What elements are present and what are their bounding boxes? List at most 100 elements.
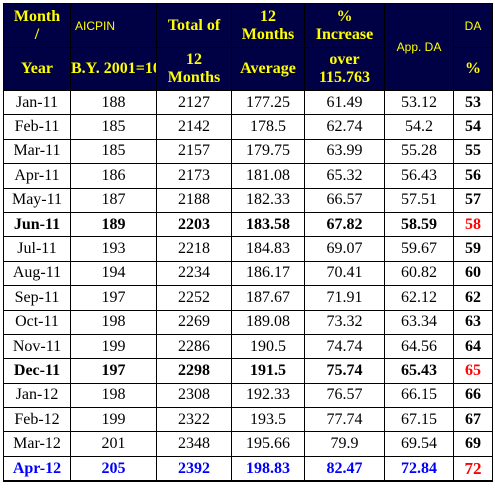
cell-pct-increase: 67.82 bbox=[304, 211, 385, 238]
header-year: Year bbox=[3, 47, 71, 91]
cell-pct-increase: 82.47 bbox=[304, 455, 385, 483]
cell-aicpin: 187 bbox=[70, 187, 157, 213]
cell-pct-increase: 70.41 bbox=[304, 260, 385, 287]
cell-total: 2252 bbox=[156, 285, 232, 311]
cell-month: Oct-11 bbox=[3, 309, 71, 335]
cell-app-da: 63.34 bbox=[384, 309, 454, 335]
cell-aicpin: 199 bbox=[70, 407, 157, 433]
cell-total: 2392 bbox=[156, 455, 232, 483]
cell-app-da: 53.12 bbox=[384, 89, 454, 116]
cell-month: Aug-11 bbox=[3, 260, 71, 287]
header-app-da: App. DA bbox=[384, 3, 454, 91]
cell-average: 182.33 bbox=[231, 187, 305, 213]
cell-da: 56 bbox=[453, 163, 493, 189]
cell-da: 63 bbox=[453, 309, 493, 335]
cell-da: 67 bbox=[453, 407, 493, 433]
cell-pct-increase: 76.57 bbox=[304, 382, 385, 409]
cell-total: 2218 bbox=[156, 236, 232, 262]
table-row: May-11 187 2188 182.33 66.57 57.51 57 bbox=[3, 187, 493, 213]
cell-month: Apr-11 bbox=[3, 163, 71, 189]
cell-app-da: 55.28 bbox=[384, 138, 454, 165]
table-row: Feb-12 199 2322 193.5 77.74 67.15 67 bbox=[3, 407, 493, 433]
cell-aicpin: 197 bbox=[70, 285, 157, 311]
cell-month: Feb-11 bbox=[3, 114, 71, 140]
cell-average: 187.67 bbox=[231, 285, 305, 311]
cell-da: 60 bbox=[453, 260, 493, 287]
cell-average: 191.5 bbox=[231, 358, 305, 384]
cell-app-da: 59.67 bbox=[384, 236, 454, 262]
cell-aicpin: 186 bbox=[70, 163, 157, 189]
cell-app-da: 57.51 bbox=[384, 187, 454, 213]
cell-da: 66 bbox=[453, 382, 493, 409]
cell-average: 181.08 bbox=[231, 163, 305, 189]
cell-app-da: 64.56 bbox=[384, 333, 454, 360]
table-row: Jan-12 198 2308 192.33 76.57 66.15 66 bbox=[3, 382, 493, 409]
cell-pct-increase: 61.49 bbox=[304, 89, 385, 116]
header-total: Total of bbox=[156, 3, 232, 48]
cell-total: 2142 bbox=[156, 114, 232, 140]
cell-total: 2203 bbox=[156, 211, 232, 238]
header-month: Month / bbox=[3, 3, 71, 48]
table-row: Jan-11 188 2127 177.25 61.49 53.12 53 bbox=[3, 89, 493, 116]
cell-average: 195.66 bbox=[231, 431, 305, 457]
header-avg-top: 12 Months bbox=[231, 3, 305, 48]
cell-month: Dec-11 bbox=[3, 358, 71, 384]
cell-month: Jan-11 bbox=[3, 89, 71, 116]
cell-app-da: 72.84 bbox=[384, 455, 454, 483]
cell-month: Apr-12 bbox=[3, 455, 71, 483]
cell-aicpin: 201 bbox=[70, 431, 157, 457]
cell-average: 179.75 bbox=[231, 138, 305, 165]
cell-da: 57 bbox=[453, 187, 493, 213]
cell-app-da: 62.12 bbox=[384, 285, 454, 311]
table-row: Oct-11 198 2269 189.08 73.32 63.34 63 bbox=[3, 309, 493, 335]
header-pct-top: % Increase bbox=[304, 3, 385, 48]
cell-app-da: 65.43 bbox=[384, 358, 454, 384]
cell-total: 2298 bbox=[156, 358, 232, 384]
cell-aicpin: 185 bbox=[70, 138, 157, 165]
cell-pct-increase: 71.91 bbox=[304, 285, 385, 311]
cell-aicpin: 205 bbox=[70, 455, 157, 483]
cell-pct-increase: 66.57 bbox=[304, 187, 385, 213]
cell-app-da: 60.82 bbox=[384, 260, 454, 287]
cell-month: May-11 bbox=[3, 187, 71, 213]
table-row: Nov-11 199 2286 190.5 74.74 64.56 64 bbox=[3, 333, 493, 360]
cell-da: 65 bbox=[453, 358, 493, 384]
cell-pct-increase: 73.32 bbox=[304, 309, 385, 335]
cell-aicpin: 193 bbox=[70, 236, 157, 262]
header-average: Average bbox=[231, 47, 305, 91]
cell-total: 2348 bbox=[156, 431, 232, 457]
cell-aicpin: 185 bbox=[70, 114, 157, 140]
cell-average: 177.25 bbox=[231, 89, 305, 116]
cell-pct-increase: 69.07 bbox=[304, 236, 385, 262]
table-body: Jan-11 188 2127 177.25 61.49 53.12 53 Fe… bbox=[3, 89, 493, 483]
cell-pct-increase: 62.74 bbox=[304, 114, 385, 140]
cell-pct-increase: 79.9 bbox=[304, 431, 385, 457]
cell-month: Mar-11 bbox=[3, 138, 71, 165]
table-row: Aug-11 194 2234 186.17 70.41 60.82 60 bbox=[3, 260, 493, 287]
header-da: DA bbox=[453, 3, 493, 48]
cell-average: 189.08 bbox=[231, 309, 305, 335]
cell-da: 69 bbox=[453, 431, 493, 457]
cell-average: 186.17 bbox=[231, 260, 305, 287]
cell-da: 58 bbox=[453, 211, 493, 238]
cell-aicpin: 194 bbox=[70, 260, 157, 287]
cell-average: 198.83 bbox=[231, 455, 305, 483]
cell-pct-increase: 74.74 bbox=[304, 333, 385, 360]
header-base-year: B.Y. 2001=100 bbox=[70, 47, 157, 91]
da-table: Month / AICPIN Total of 12 Months % Increas… bbox=[3, 3, 493, 483]
table-row-latest: Apr-12 205 2392 198.83 82.47 72.84 72 bbox=[3, 455, 493, 483]
cell-total: 2173 bbox=[156, 163, 232, 189]
cell-average: 190.5 bbox=[231, 333, 305, 360]
cell-average: 178.5 bbox=[231, 114, 305, 140]
table-row: Mar-11 185 2157 179.75 63.99 55.28 55 bbox=[3, 138, 493, 165]
cell-total: 2269 bbox=[156, 309, 232, 335]
cell-app-da: 66.15 bbox=[384, 382, 454, 409]
cell-month: Mar-12 bbox=[3, 431, 71, 457]
cell-da: 59 bbox=[453, 236, 493, 262]
header-total-bottom: 12 Months bbox=[156, 47, 232, 91]
cell-total: 2127 bbox=[156, 89, 232, 116]
cell-month: Jun-11 bbox=[3, 211, 71, 238]
cell-average: 184.83 bbox=[231, 236, 305, 262]
cell-pct-increase: 75.74 bbox=[304, 358, 385, 384]
cell-da: 53 bbox=[453, 89, 493, 116]
